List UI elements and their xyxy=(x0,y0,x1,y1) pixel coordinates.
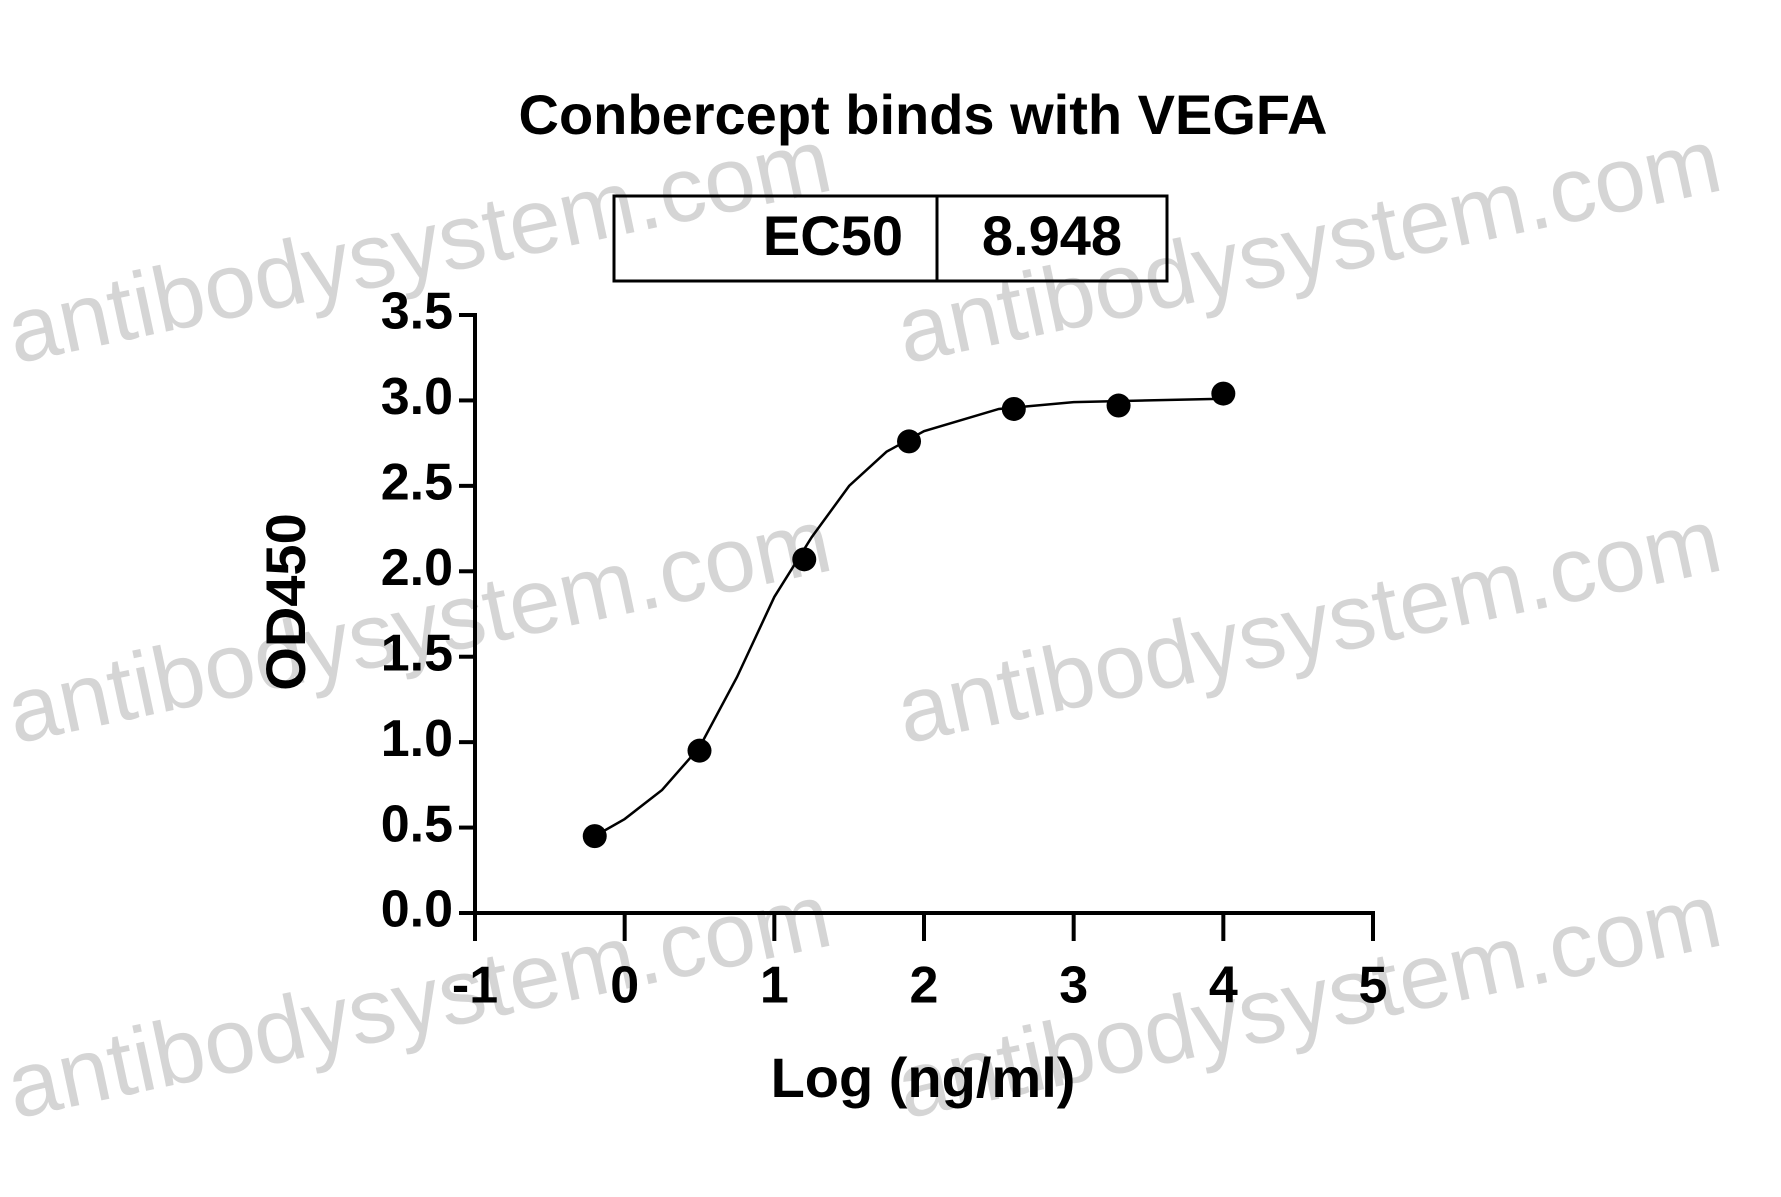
x-axis-label: Log (ng/ml) xyxy=(771,1046,1076,1109)
ec50-label: EC50 xyxy=(763,204,903,267)
y-tick-label: 1.0 xyxy=(381,710,453,768)
data-point xyxy=(1211,381,1236,406)
data-point xyxy=(792,547,817,572)
ec50-box xyxy=(612,194,1169,283)
y-axis-label: OD450 xyxy=(254,513,317,690)
fit-curve xyxy=(594,397,1224,838)
x-tick-label: 4 xyxy=(1209,957,1238,1015)
x-tick-label: 0 xyxy=(610,957,639,1015)
y-tick-label: 3.5 xyxy=(381,283,453,341)
x-tick-label: 3 xyxy=(1059,957,1088,1015)
x-tick-label: 5 xyxy=(1359,957,1388,1015)
y-tick-label: 0.0 xyxy=(381,881,453,939)
y-tick-label: 0.5 xyxy=(381,795,453,853)
data-point xyxy=(897,429,922,454)
y-tick-label: 1.5 xyxy=(381,624,453,682)
watermark: antibodysystem.com xyxy=(888,489,1729,763)
data-point xyxy=(1001,396,1026,421)
ec50-value: 8.948 xyxy=(982,204,1122,267)
data-point xyxy=(1106,393,1131,418)
y-tick-label: 2.0 xyxy=(381,539,453,597)
watermark: antibodysystem.com xyxy=(0,109,839,383)
data-point xyxy=(582,824,607,849)
y-tick-label: 2.5 xyxy=(381,454,453,512)
x-tick-label: 2 xyxy=(910,957,939,1015)
x-tick-label: 1 xyxy=(760,957,789,1015)
x-tick-label: -1 xyxy=(452,957,498,1015)
chart-title: Conbercept binds with VEGFA xyxy=(519,83,1328,146)
y-tick-label: 3.0 xyxy=(381,368,453,426)
data-point xyxy=(687,738,712,763)
